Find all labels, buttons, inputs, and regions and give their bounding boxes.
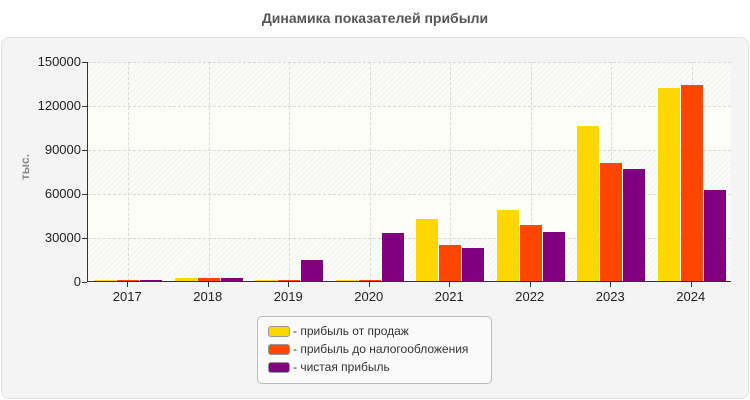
y-tick-mark bbox=[82, 282, 87, 283]
bar-2020-1 bbox=[358, 279, 381, 281]
x-tick-mark bbox=[288, 282, 290, 287]
bar-2017-0 bbox=[94, 279, 117, 281]
x-tick-mark bbox=[368, 282, 370, 287]
x-tick-label: 2021 bbox=[434, 289, 464, 304]
y-tick-label: 60000 bbox=[44, 186, 81, 201]
x-tick-mark bbox=[690, 282, 692, 287]
bar-2020-0 bbox=[335, 279, 358, 281]
bar-2021-1 bbox=[439, 244, 462, 281]
y-tick-label: 120000 bbox=[37, 98, 81, 113]
y-tick-label: 150000 bbox=[37, 54, 81, 69]
y-tick-mark bbox=[82, 62, 87, 63]
plot-area bbox=[87, 62, 731, 282]
bar-2019-1 bbox=[278, 279, 301, 281]
y-tick-mark bbox=[82, 194, 87, 195]
bar-2022-2 bbox=[542, 231, 565, 281]
bar-2023-2 bbox=[623, 168, 646, 281]
bar-2022-1 bbox=[519, 225, 542, 281]
y-tick-label: 90000 bbox=[44, 142, 81, 157]
bar-2018-0 bbox=[174, 278, 197, 281]
bar-2017-1 bbox=[117, 279, 140, 281]
x-tick-label: 2019 bbox=[273, 289, 303, 304]
h-gridline bbox=[88, 62, 731, 63]
x-tick-label: 2022 bbox=[515, 289, 545, 304]
legend-swatch bbox=[268, 343, 290, 355]
v-gridline bbox=[128, 62, 130, 281]
x-tick-mark bbox=[610, 282, 612, 287]
bar-2023-0 bbox=[577, 125, 600, 281]
y-tick-label: 0 bbox=[73, 274, 81, 289]
x-tick-label: 2017 bbox=[112, 289, 142, 304]
bar-2019-2 bbox=[301, 259, 324, 281]
bar-2018-2 bbox=[220, 278, 243, 281]
legend-label: - прибыль от продаж bbox=[293, 324, 409, 338]
legend-swatch bbox=[268, 325, 290, 337]
y-tick-mark bbox=[82, 238, 87, 239]
x-tick-label: 2018 bbox=[193, 289, 223, 304]
h-gridline bbox=[88, 194, 731, 195]
v-gridline bbox=[530, 62, 532, 281]
legend-item-net-profit: - чистая прибыль bbox=[268, 360, 390, 374]
bar-2022-0 bbox=[496, 210, 519, 281]
bar-2024-2 bbox=[703, 189, 726, 281]
x-tick-mark bbox=[529, 282, 531, 287]
x-tick-mark bbox=[207, 282, 209, 287]
h-gridline bbox=[88, 238, 731, 239]
bar-2021-0 bbox=[416, 219, 439, 281]
bar-2021-2 bbox=[462, 247, 485, 281]
chart-title: Динамика показателей прибыли bbox=[261, 10, 489, 26]
bar-2024-0 bbox=[657, 87, 680, 281]
v-gridline bbox=[289, 62, 291, 281]
v-gridline bbox=[208, 62, 210, 281]
x-tick-label: 2020 bbox=[354, 289, 384, 304]
legend: - прибыль от продаж - прибыль до налогоо… bbox=[257, 316, 492, 384]
y-tick-mark bbox=[82, 106, 87, 107]
bar-2017-2 bbox=[140, 279, 163, 281]
legend-label: - прибыль до налогообложения bbox=[293, 342, 469, 356]
bar-2023-1 bbox=[600, 162, 623, 281]
v-gridline bbox=[450, 62, 452, 281]
x-tick-mark bbox=[127, 282, 129, 287]
bar-2020-2 bbox=[381, 232, 404, 281]
bar-2019-0 bbox=[255, 279, 278, 281]
h-gridline bbox=[88, 150, 731, 151]
legend-label: - чистая прибыль bbox=[293, 360, 390, 374]
grid-band bbox=[88, 106, 731, 150]
y-tick-label: 30000 bbox=[44, 230, 81, 245]
x-tick-mark bbox=[449, 282, 451, 287]
v-gridline bbox=[369, 62, 371, 281]
legend-swatch bbox=[268, 361, 290, 373]
legend-item-pretax-profit: - прибыль до налогообложения bbox=[268, 342, 468, 356]
bar-2024-1 bbox=[680, 84, 703, 281]
x-tick-label: 2024 bbox=[676, 289, 706, 304]
h-gridline bbox=[88, 106, 731, 107]
y-tick-mark bbox=[82, 150, 87, 151]
bar-2018-1 bbox=[197, 278, 220, 281]
legend-item-sales-profit: - прибыль от продаж bbox=[268, 324, 409, 338]
x-tick-label: 2023 bbox=[595, 289, 625, 304]
